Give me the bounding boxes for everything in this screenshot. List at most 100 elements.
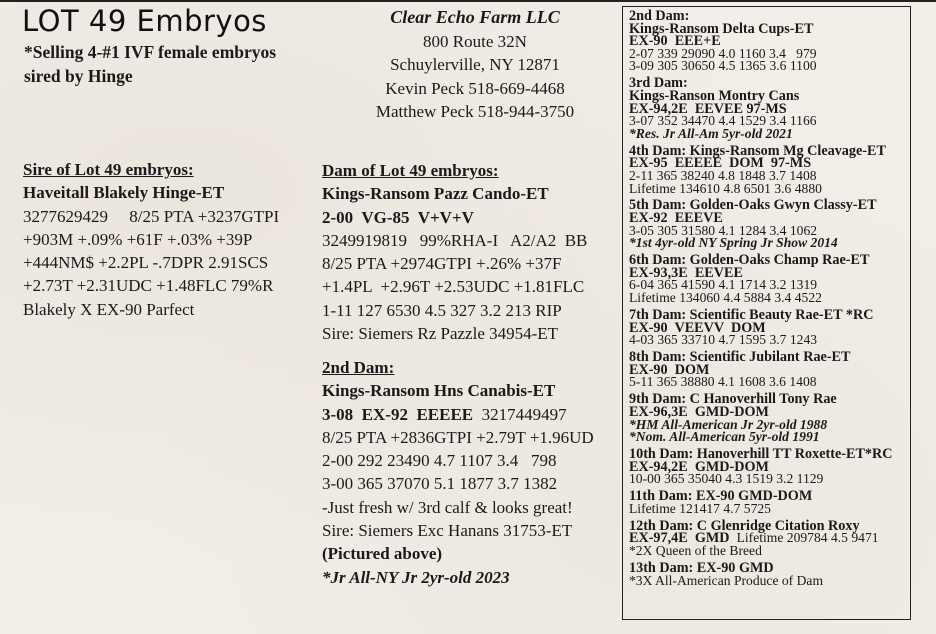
pedigree-entry: 9th Dam: C Hanoverhill Tony Rae EX-96,3E …: [629, 391, 910, 445]
contact-kevin: Kevin Peck 518-669-4468: [385, 78, 565, 98]
pedigree-text: EX-90 EEE+E: [629, 33, 721, 50]
pedigree-text: EX-93,3E EEVEE: [629, 264, 743, 281]
pedigree-text: *1st 4yr-old NY Spring Jr Show 2014: [629, 235, 838, 251]
dam-line: Sire: Siemers Rz Pazzle 34954-ET: [322, 324, 559, 344]
pedigree-text: 4-03 365 33710 4.7 1595 3.7 1243: [629, 332, 818, 348]
pedigree-line: 3-07 352 34470 4.4 1529 3.4 1166: [629, 113, 910, 129]
pedigree-line: Lifetime 121417 4.7 5725: [629, 500, 910, 516]
pedigree-line: *2X Queen of the Breed: [629, 543, 910, 559]
pedigree-entry: 8th Dam: Scientific Jubilant Rae-ET EX-90…: [629, 349, 910, 390]
pedigree-text: EX-94,2E GMD-DOM: [629, 458, 769, 475]
second-dam-id: 3217449497: [473, 404, 567, 424]
pedigree-text: 4th Dam: Kings-Ransom Mg Cleavage-ET: [629, 142, 886, 159]
pedigree-text: 7th Dam: Scientific Beauty Rae-ET *RC: [629, 307, 874, 324]
pedigree-text: 9th Dam: C Hanoverhill Tony Rae: [629, 391, 837, 408]
pedigree-line: EX-92 EEEVE: [629, 210, 910, 227]
pedigree-entry: 5th Dam: Golden-Oaks Gwyn Classy-ET EX-92…: [629, 197, 910, 251]
pedigree-entry: 10th Dam: Hanoverhill TT Roxette-ET*RC EX…: [629, 446, 910, 487]
pedigree-entry: 13th Dam: EX-90 GMD *3X All-American Prod…: [629, 561, 910, 588]
pedigree-text: 5-11 365 38880 4.1 1608 3.6 1408: [629, 374, 817, 390]
second-dam-classification: 3-08 EX-92 EEEEE: [322, 404, 474, 424]
pedigree-text: Lifetime 121417 4.7 5725: [629, 500, 771, 516]
pedigree-line: 2-11 365 38240 4.8 1848 3.7 1408: [629, 169, 910, 183]
sire-section: Sire of Lot 49 embryos: Haveitall Blakel…: [23, 158, 279, 321]
sire-line: 3277629429 8/25 PTA +3237GTPI: [23, 206, 280, 226]
sire-line: Blakely X EX-90 Parfect: [23, 299, 195, 319]
pedigree-line: *Nom. All-American 5yr-old 1991: [629, 429, 910, 445]
sire-line: +444NM$ +2.2PL -.7DPR 2.91SCS: [23, 253, 269, 273]
subtitle-line: *Selling 4-#1 IVF female embryos: [24, 42, 277, 62]
second-dam-line: -Just fresh w/ 3rd calf & looks great!: [322, 497, 573, 517]
pedigree-entry: 4th Dam: Kings-Ransom Mg Cleavage-ET EX-9…: [629, 142, 910, 195]
subtitle-line: sired by Hinge: [24, 66, 133, 86]
pedigree-text: *Nom. All-American 5yr-old 1991: [629, 429, 820, 445]
pedigree-line: *Res. Jr All-Am 5yr-old 2021: [629, 125, 910, 141]
pictured-note: (Pictured above): [322, 544, 443, 564]
pedigree-text: 2nd Dam:: [629, 8, 690, 24]
pedigree-line: 12th Dam: C Glenridge Citation Roxy: [629, 517, 910, 534]
pedigree-text: Kings-Ranson Montry Cans: [629, 87, 800, 104]
pedigree-text: *3X All-American Produce of Dam: [629, 572, 824, 588]
pedigree-line: 2-07 339 29090 4.0 1160 3.4 979: [629, 45, 910, 61]
pedigree-text: EX-92 EEEVE: [629, 210, 723, 227]
pedigree-entry: 2nd Dam: Kings-Ransom Delta Cups-ET EX-90 …: [629, 8, 910, 74]
dam-heading: Dam of Lot 49 embryos:: [322, 161, 499, 180]
pedigree-line: Lifetime 134060 4.4 5884 3.4 4522: [629, 290, 910, 306]
pedigree-line: *3X All-American Produce of Dam: [629, 572, 910, 588]
pedigree-line: EX-95 EEEEE DOM 97-MS: [629, 155, 910, 172]
pedigree-text: 6-04 365 41590 4.1 1714 3.2 1319: [629, 277, 818, 293]
pedigree-text: *HM All-American Jr 2yr-old 1988: [629, 416, 828, 432]
pedigree-text: 6th Dam: Golden-Oaks Champ Rae-ET: [629, 252, 870, 269]
pedigree-line: 3-09 305 30650 4.5 1365 3.6 1100: [629, 58, 910, 74]
pedigree-text: *2X Queen of the Breed: [629, 543, 762, 559]
pedigree-line: 3rd Dam:: [629, 76, 910, 90]
second-dam-name: Kings-Ransom Hns Canabis-ET: [322, 381, 556, 401]
pedigree-text: EX-90 DOM: [629, 361, 710, 378]
pedigree-text: Lifetime 209784 4.5 9471: [736, 530, 879, 546]
top-rule: [0, 0, 936, 2]
pedigree-line: EX-94,2E EEVEE 97-MS: [629, 101, 910, 115]
award-note: *Jr All-NY Jr 2yr-old 2023: [322, 567, 510, 587]
farm-name: Clear Echo Farm LLC: [390, 7, 560, 27]
pedigree-text: 8th Dam: Scientific Jubilant Rae-ET: [629, 349, 851, 366]
pedigree-line: 6-04 365 41590 4.1 1714 3.2 1319: [629, 277, 910, 293]
pedigree-line: Kings-Ransom Delta Cups-ET: [629, 20, 910, 37]
sire-heading: Sire of Lot 49 embryos:: [23, 160, 194, 179]
pedigree-line: 7th Dam: Scientific Beauty Rae-ET *RC: [629, 307, 910, 324]
pedigree-text: 3-09 305 30650 4.5 1365 3.6 1100: [629, 58, 817, 74]
pedigree-entry: 3rd Dam: Kings-Ranson Montry Cans EX-94,2E…: [629, 76, 910, 141]
lot-title: LOT 49 Embryos: [22, 4, 267, 38]
pedigree-line: EX-90 VEEVV DOM: [629, 321, 910, 335]
pedigree-line: 5-11 365 38880 4.1 1608 3.6 1408: [629, 374, 910, 390]
pedigree-text: Kings-Ransom Delta Cups-ET: [629, 20, 814, 37]
pedigree-text: 5th Dam: Golden-Oaks Gwyn Classy-ET: [629, 197, 877, 214]
pedigree-text: 2-07 339 29090 4.0 1160 3.4 979: [629, 45, 817, 61]
pedigree-text: 3-07 352 34470 4.4 1529 3.4 1166: [629, 113, 817, 129]
pedigree-line: *HM All-American Jr 2yr-old 1988: [629, 416, 910, 432]
sire-line: +903M +.09% +61F +.03% +39P: [23, 229, 253, 249]
dam-section: Dam of Lot 49 embryos: Kings-Ransom Pazz…: [322, 159, 587, 345]
dam-line: 3249919819 99%RHA-I A2/A2 BB: [322, 230, 588, 250]
pedigree-line: EX-90 DOM: [629, 361, 910, 378]
pedigree-text: *Res. Jr All-Am 5yr-old 2021: [629, 125, 793, 141]
second-dam-line: 2-00 292 23490 4.7 1107 3.4 798: [322, 451, 557, 471]
second-dam-line: 8/25 PTA +2836GTPI +2.79T +1.96UD: [322, 427, 594, 447]
pedigree-text: 10th Dam: Hanoverhill TT Roxette-ET*RC: [629, 446, 893, 463]
pedigree-line: EX-93,3E EEVEE: [629, 264, 910, 281]
pedigree-line: EX-94,2E GMD-DOM: [629, 458, 910, 475]
pedigree-text: EX-95 EEEEE DOM 97-MS: [629, 155, 812, 172]
pedigree-text: EX-96,3E GMD-DOM: [629, 403, 769, 420]
pedigree-text: Lifetime 134060 4.4 5884 3.4 4522: [629, 290, 822, 306]
pedigree-entry: 11th Dam: EX-90 GMD-DOM Lifetime 121417 4…: [629, 489, 910, 516]
pedigree-line: 8th Dam: Scientific Jubilant Rae-ET: [629, 349, 910, 366]
pedigree-text: 12th Dam: C Glenridge Citation Roxy: [629, 517, 860, 534]
pedigree-text: 10-00 365 35040 4.3 1519 3.2 1129: [629, 471, 824, 487]
dam-line: 8/25 PTA +2974GTPI +.26% +37F: [322, 254, 562, 274]
pedigree-box: 2nd Dam: Kings-Ransom Delta Cups-ET EX-90 …: [622, 6, 911, 620]
pedigree-line: *1st 4yr-old NY Spring Jr Show 2014: [629, 235, 910, 251]
second-dam-line: 3-00 365 37070 5.1 1877 3.7 1382: [322, 474, 558, 494]
pedigree-entry: 7th Dam: Scientific Beauty Rae-ET *RC EX-…: [629, 307, 910, 348]
pedigree-line: EX-90 EEE+E: [629, 33, 910, 50]
dam-classification: 2-00 VG-85 V+V+V: [322, 207, 474, 227]
pedigree-line: 6th Dam: Golden-Oaks Champ Rae-ET: [629, 252, 910, 269]
